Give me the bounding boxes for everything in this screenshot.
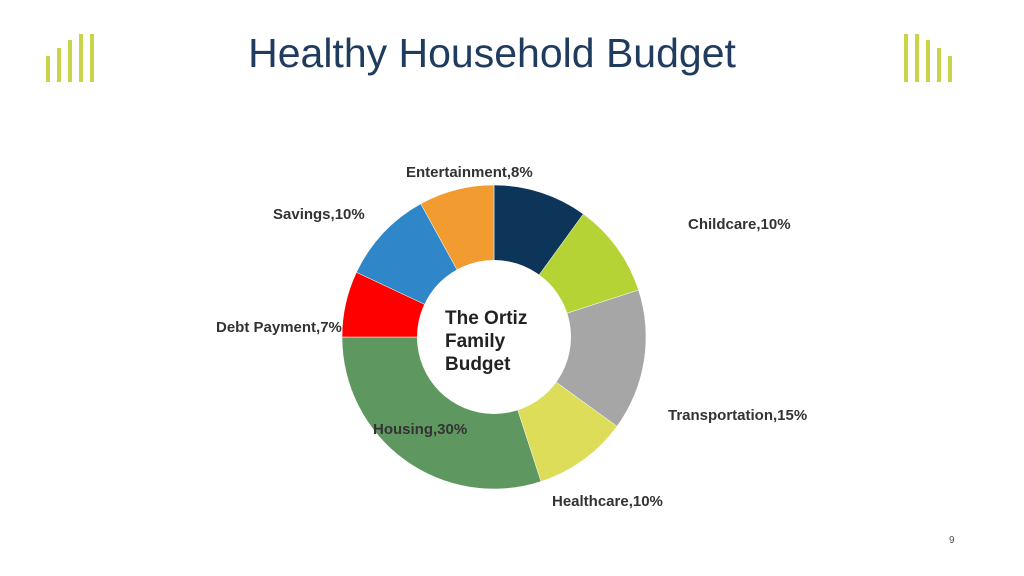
page-number: 9	[949, 535, 955, 546]
slice-labels: Childcare,10% Transportation,15% Healthcar…	[216, 164, 807, 510]
center-label-line: Budget	[445, 354, 511, 375]
slice-label: Transportation,15%	[668, 407, 807, 424]
slice-label: Healthcare,10%	[552, 493, 663, 510]
slide-title: Healthy Household Budget	[248, 30, 736, 76]
bar-chart-logo-icon	[904, 32, 952, 82]
slice-label: Childcare,10%	[688, 216, 791, 233]
budget-donut-chart: Childcare,10% Transportation,15% Healthcar…	[216, 164, 807, 510]
slice-label: Housing,30%	[373, 421, 467, 438]
donut-hole	[417, 260, 571, 414]
center-label-line: Family	[445, 331, 506, 352]
center-label-line: The Ortiz	[445, 308, 527, 329]
slice-label: Debt Payment,7%	[216, 319, 342, 336]
slice-label: Savings,10%	[273, 206, 365, 223]
bar-chart-logo-icon	[46, 32, 94, 82]
donut-slice	[493, 289, 647, 427]
slice-label: Entertainment,8%	[406, 164, 533, 181]
